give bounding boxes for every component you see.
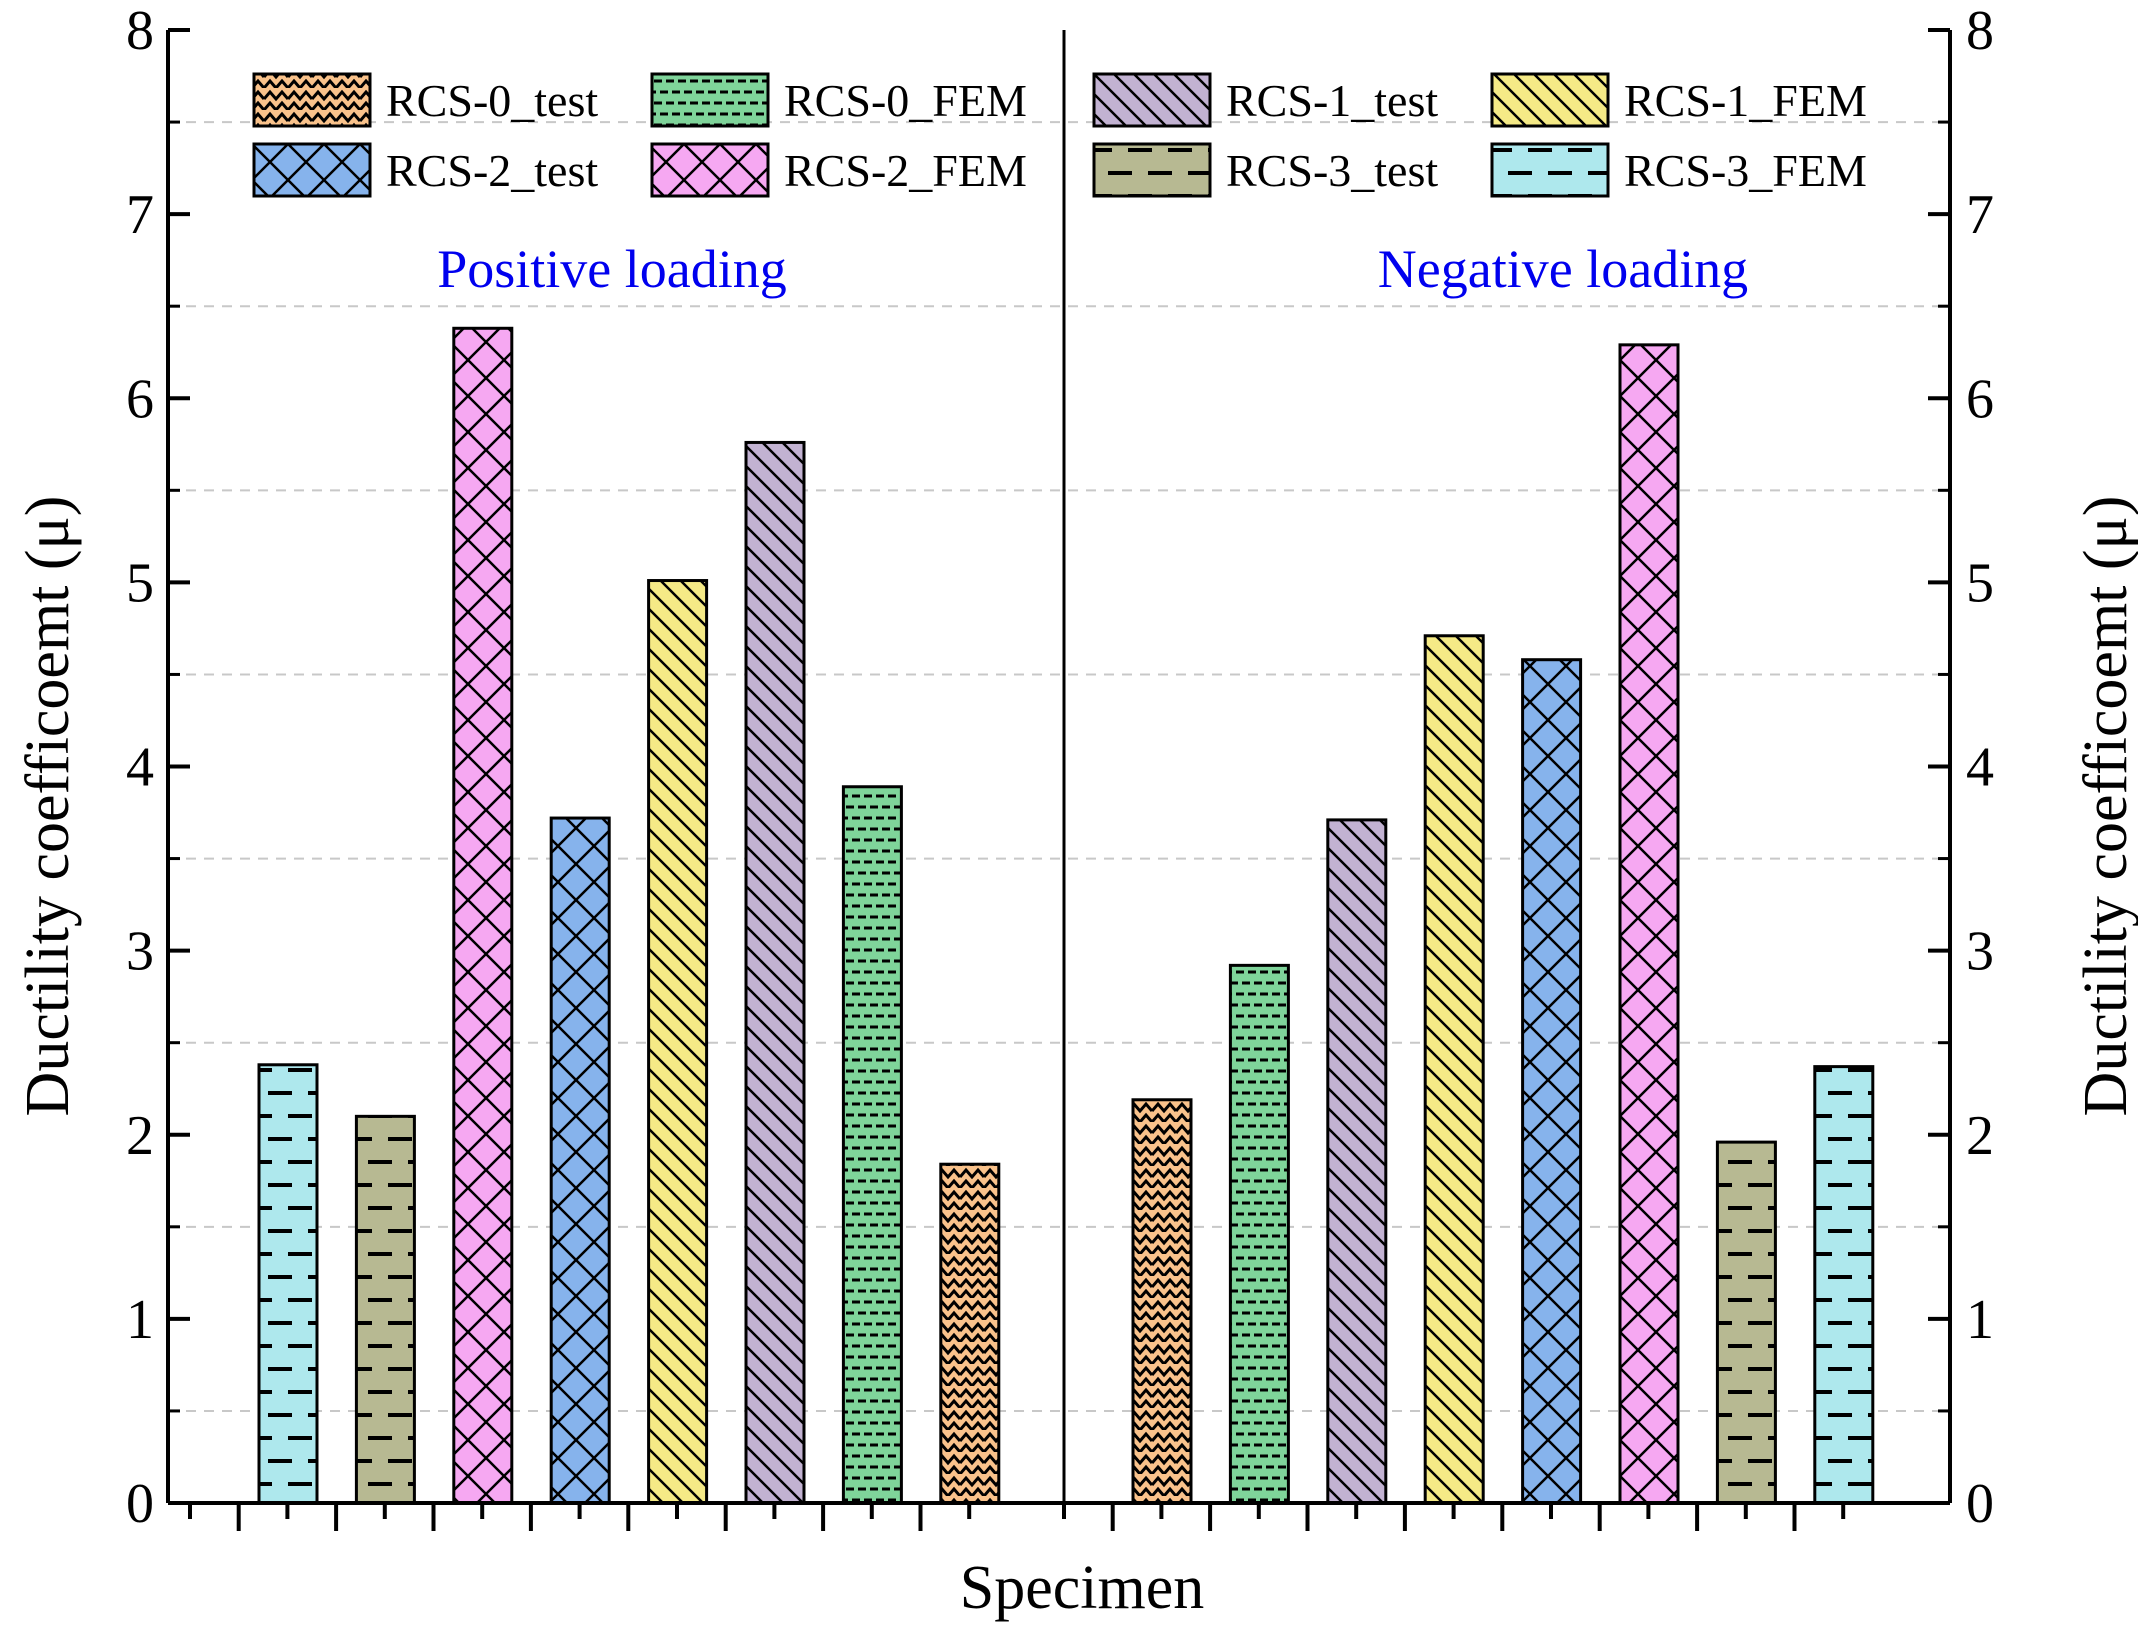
bar-pattern — [356, 1116, 415, 1503]
legend-swatch-outline — [1490, 142, 1610, 198]
legend-swatch-outline — [650, 72, 770, 128]
bar-pattern — [1814, 1066, 1873, 1503]
legend-item-RCS-0_FEM: RCS-0_FEM — [650, 72, 1027, 128]
legend-swatch-outline — [650, 142, 770, 198]
bar-pattern — [1717, 1142, 1776, 1503]
panel-label-negative: Negative loading — [1378, 239, 1748, 299]
legend-label: RCS-3_test — [1226, 145, 1438, 196]
bar-pattern — [843, 786, 902, 1503]
legend-label: RCS-3_FEM — [1624, 145, 1867, 196]
panel-label-positive: Positive loading — [437, 239, 787, 299]
bar-pattern — [453, 328, 512, 1504]
bar-pattern — [1230, 965, 1289, 1503]
y-tick-label-right: 8 — [1966, 0, 1994, 62]
bar-pattern — [551, 818, 610, 1503]
legend-swatch-outline — [252, 142, 372, 198]
legend-item-RCS-2_FEM: RCS-2_FEM — [650, 142, 1027, 198]
y-tick-label-left: 4 — [126, 737, 154, 799]
bar-positive-RCS-3_FEM — [257, 1063, 319, 1505]
y-tick-label-right: 6 — [1966, 368, 1994, 430]
bar-negative-RCS-3_FEM — [1813, 1065, 1875, 1505]
bar-positive-RCS-2_FEM — [452, 326, 514, 1505]
bar-negative-RCS-1_test — [1326, 818, 1388, 1505]
bar-pattern — [746, 442, 804, 1504]
legend-swatch-pattern — [652, 74, 768, 126]
bar-negative-RCS-2_test — [1521, 658, 1583, 1505]
bar-pattern — [648, 580, 707, 1503]
y-tick-label-left: 5 — [126, 552, 154, 614]
y-tick-label-left: 3 — [126, 921, 154, 983]
legend: RCS-0_test RCS-0_FEM RCS-1_test RCS-1_FEM RC… — [252, 72, 1867, 198]
legend-swatch-outline — [1490, 72, 1610, 128]
legend-swatch-pattern — [1492, 144, 1608, 196]
y-tick-label-right: 3 — [1966, 921, 1994, 983]
y-tick-label-right: 7 — [1966, 184, 1994, 246]
x-axis-title: Specimen — [960, 1554, 1205, 1622]
y-tick-label-right: 2 — [1966, 1105, 1994, 1167]
y-tick-label-left: 6 — [126, 368, 154, 430]
bar-negative-RCS-3_test — [1715, 1140, 1777, 1505]
bar-positive-RCS-0_FEM — [841, 785, 903, 1505]
y-tick-label-right: 4 — [1966, 737, 1994, 799]
legend-swatch-outline — [252, 72, 372, 128]
y-axis-title-right: Ductility coefficoemt (μ) — [2072, 496, 2138, 1117]
legend-swatch-outline — [1092, 142, 1212, 198]
bar-positive-RCS-1_test — [744, 440, 806, 1505]
legend-swatch-pattern — [1094, 144, 1210, 196]
bar-negative-RCS-1_FEM — [1423, 634, 1485, 1505]
legend-item-RCS-0_test: RCS-0_test — [252, 72, 598, 128]
bar-positive-RCS-3_test — [354, 1114, 416, 1505]
bar-negative-RCS-2_FEM — [1618, 343, 1680, 1505]
legend-swatch-pattern — [1094, 74, 1210, 126]
bar-positive-RCS-0_test — [939, 1162, 1001, 1505]
y-tick-label-left: 0 — [126, 1473, 154, 1535]
legend-swatch-pattern — [1492, 74, 1608, 126]
legend-swatch-outline — [1092, 72, 1212, 128]
legend-label: RCS-0_FEM — [784, 75, 1027, 126]
legend-label: RCS-1_FEM — [1624, 75, 1867, 126]
y-tick-label-left: 7 — [126, 184, 154, 246]
bar-positive-RCS-2_test — [549, 816, 611, 1505]
legend-item-RCS-2_test: RCS-2_test — [252, 142, 598, 198]
bar-pattern — [1522, 659, 1581, 1503]
y-tick-label-left: 2 — [126, 1105, 154, 1167]
legend-swatch-pattern — [254, 144, 370, 196]
legend-item-RCS-1_FEM: RCS-1_FEM — [1490, 72, 1867, 128]
bar-pattern — [1133, 1099, 1191, 1503]
bar-pattern — [1425, 635, 1484, 1503]
legend-label: RCS-0_test — [386, 75, 598, 126]
bar-pattern — [259, 1064, 317, 1503]
legend-item-RCS-1_test: RCS-1_test — [1092, 72, 1438, 128]
y-tick-label-left: 8 — [126, 0, 154, 62]
legend-label: RCS-2_test — [386, 145, 598, 196]
y-axis-title-left: Ductility coefficoemt (μ) — [14, 496, 82, 1117]
bars — [257, 326, 1875, 1505]
bar-pattern — [1620, 344, 1678, 1503]
y-tick-label-right: 0 — [1966, 1473, 1994, 1535]
bar-pattern — [1327, 819, 1386, 1503]
legend-swatch-pattern — [652, 144, 768, 196]
axes: 0 0 1 1 2 2 3 3 4 4 5 5 6 6 7 7 8 8 — [126, 0, 1994, 1535]
grid-lines — [168, 121, 1950, 1412]
legend-item-RCS-3_FEM: RCS-3_FEM — [1490, 142, 1867, 198]
y-tick-label-right: 1 — [1966, 1289, 1994, 1351]
bar-pattern — [940, 1164, 999, 1503]
bar-negative-RCS-0_test — [1131, 1098, 1193, 1505]
y-tick-label-left: 1 — [126, 1289, 154, 1351]
legend-label: RCS-1_test — [1226, 75, 1438, 126]
legend-label: RCS-2_FEM — [784, 145, 1027, 196]
legend-swatch-pattern — [254, 74, 370, 126]
bar-negative-RCS-0_FEM — [1228, 963, 1290, 1505]
bar-positive-RCS-1_FEM — [647, 579, 709, 1505]
legend-item-RCS-3_test: RCS-3_test — [1092, 142, 1438, 198]
y-tick-label-right: 5 — [1966, 552, 1994, 614]
